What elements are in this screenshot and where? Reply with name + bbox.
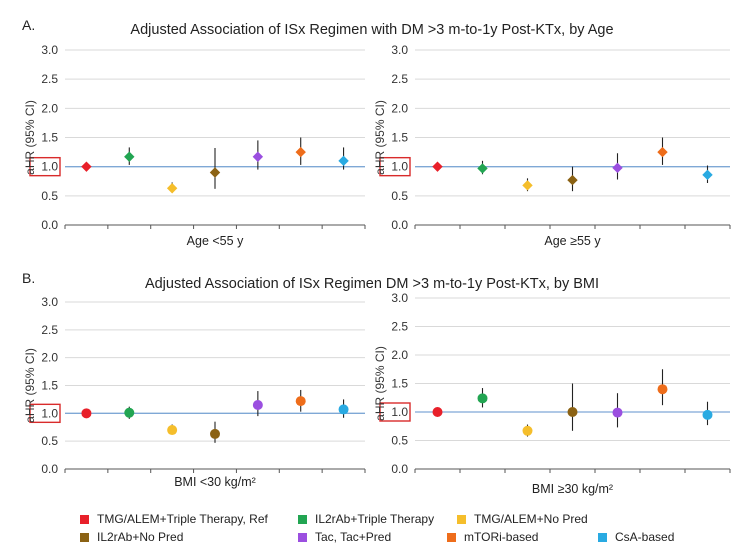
y-axis-label: aHR (95% CI): [373, 346, 387, 421]
point-il2_triple: [124, 151, 135, 162]
y-tick-label: 3.0: [391, 291, 408, 305]
legend-swatch-tac: [298, 532, 307, 542]
y-axis-label: aHR (95% CI): [23, 348, 37, 423]
legend-item-ref: TMG/ALEM+Triple Therapy, Ref: [80, 512, 268, 526]
point-mtor: [657, 384, 668, 395]
legend-swatch-il2-nopred: [80, 532, 89, 542]
legend-label-tmg-nopred: TMG/ALEM+No Pred: [474, 512, 588, 526]
y-tick-label: 1.5: [41, 131, 58, 145]
point-tmg_nopred: [522, 180, 533, 191]
point-il2_nopred: [210, 428, 220, 439]
point-ref: [432, 407, 443, 417]
legend: TMG/ALEM+Triple Therapy, Ref IL2rAb+Trip…: [80, 510, 740, 554]
point-ref: [81, 161, 92, 172]
point-csa: [338, 404, 349, 415]
point-csa: [702, 409, 713, 420]
legend-label-csa: CsA-based: [615, 530, 675, 544]
y-tick-label: 2.5: [41, 323, 58, 337]
point-il2_nopred: [567, 407, 578, 417]
legend-item-mtor: mTORi-based: [447, 530, 538, 544]
section-b-letter: B.: [22, 270, 35, 286]
ref-tick-highlight-box: [379, 156, 411, 177]
y-tick-label: 0.5: [41, 189, 58, 203]
point-tac: [612, 162, 623, 174]
legend-label-il2-triple: IL2rAb+Triple Therapy: [315, 512, 435, 526]
legend-swatch-il2-triple: [298, 514, 307, 524]
y-tick-label: 2.0: [391, 348, 408, 362]
legend-swatch-mtor: [447, 532, 456, 542]
y-tick-label: 2.0: [391, 101, 408, 115]
y-axis-label: aHR (95% CI): [23, 100, 37, 175]
y-tick-label: 1.0: [41, 160, 58, 174]
legend-item-il2-triple: IL2rAb+Triple Therapy: [298, 512, 434, 526]
ref-tick-highlight-box: [29, 403, 61, 424]
y-tick-label: 1.5: [41, 379, 58, 393]
point-tac: [252, 399, 263, 410]
y-tick-label: 1.0: [391, 405, 408, 419]
y-tick-label: 1.0: [391, 160, 408, 174]
section-a-title: Adjusted Association of ISx Regimen with…: [130, 22, 613, 38]
y-tick-label: 0.5: [391, 434, 408, 448]
point-ref: [81, 408, 92, 419]
panel-bmi-30-plus: 0.0 0.5 1.0 1.5 2.0 2.5 3.0 aHR (95% CI) BMI ≥30…: [373, 291, 731, 496]
point-mtor: [295, 146, 306, 158]
y-tick-label: 3.0: [41, 43, 58, 57]
x-axis-label: BMI <30 kg/m²: [174, 475, 256, 489]
panel-age-under-55: 0.0 0.5 1.0 1.5 2.0 2.5 3.0 aHR (95% CI) Age <55…: [23, 43, 366, 248]
point-tmg_nopred: [167, 425, 178, 436]
y-tick-label: 3.0: [41, 295, 58, 309]
x-axis-label: BMI ≥30 kg/m²: [532, 482, 613, 496]
point-ref: [432, 161, 443, 172]
legend-item-tac: Tac, Tac+Pred: [298, 530, 391, 544]
y-tick-label: 0.5: [41, 434, 58, 448]
legend-swatch-ref: [80, 514, 89, 524]
y-axis-label: aHR (95% CI): [373, 100, 387, 175]
point-il2_nopred: [209, 167, 221, 178]
y-tick-label: 1.5: [391, 377, 408, 391]
x-axis-label: Age ≥55 y: [544, 234, 601, 248]
point-tac: [612, 407, 623, 418]
ref-tick-highlight-box: [29, 156, 61, 177]
point-mtor: [295, 396, 306, 407]
y-tick-label: 1.0: [41, 406, 58, 420]
x-axis-label: Age <55 y: [187, 234, 244, 248]
legend-label-mtor: mTORi-based: [464, 530, 539, 544]
panel-age-55-plus: 0.0 0.5 1.0 1.5 2.0 2.5 3.0 aHR (95% CI) Age ≥55…: [373, 43, 731, 248]
point-tmg_nopred: [522, 425, 533, 436]
legend-swatch-csa: [598, 532, 607, 542]
point-tmg_nopred: [166, 183, 178, 194]
y-tick-label: 2.0: [41, 101, 58, 115]
y-tick-label: 1.5: [391, 131, 408, 145]
legend-item-tmg-nopred: TMG/ALEM+No Pred: [457, 512, 588, 526]
point-il2_triple: [477, 163, 488, 174]
point-il2_nopred: [567, 174, 578, 186]
legend-label-tac: Tac, Tac+Pred: [315, 530, 392, 544]
legend-label-il2-nopred: IL2rAb+No Pred: [97, 530, 184, 544]
ref-tick-highlight-box: [379, 402, 411, 422]
point-il2_triple: [477, 393, 488, 404]
y-tick-label: 0.0: [41, 462, 58, 476]
y-tick-label: 3.0: [391, 43, 408, 57]
point-tac: [252, 151, 264, 162]
panel-bmi-under-30: 0.0 0.5 1.0 1.5 2.0 2.5 3.0 aHR (95% CI) BMI <30…: [23, 295, 366, 489]
point-csa: [338, 155, 349, 167]
legend-item-csa: CsA-based: [598, 530, 674, 544]
section-b-title: Adjusted Association of ISx Regimen DM >…: [145, 276, 599, 292]
y-tick-label: 0.0: [391, 218, 408, 232]
y-tick-label: 0.0: [391, 462, 408, 476]
y-tick-label: 0.0: [41, 218, 58, 232]
point-mtor: [657, 146, 668, 158]
y-tick-label: 0.5: [391, 189, 408, 203]
legend-label-ref: TMG/ALEM+Triple Therapy, Ref: [97, 512, 268, 526]
y-tick-label: 2.5: [391, 320, 408, 334]
point-il2_triple: [124, 407, 135, 418]
legend-swatch-tmg-nopred: [457, 514, 466, 524]
legend-item-il2-nopred: IL2rAb+No Pred: [80, 530, 183, 544]
y-tick-label: 2.0: [41, 351, 58, 365]
y-tick-label: 2.5: [41, 72, 58, 86]
point-csa: [702, 169, 713, 181]
section-a-letter: A.: [22, 17, 35, 33]
y-tick-label: 2.5: [391, 72, 408, 86]
